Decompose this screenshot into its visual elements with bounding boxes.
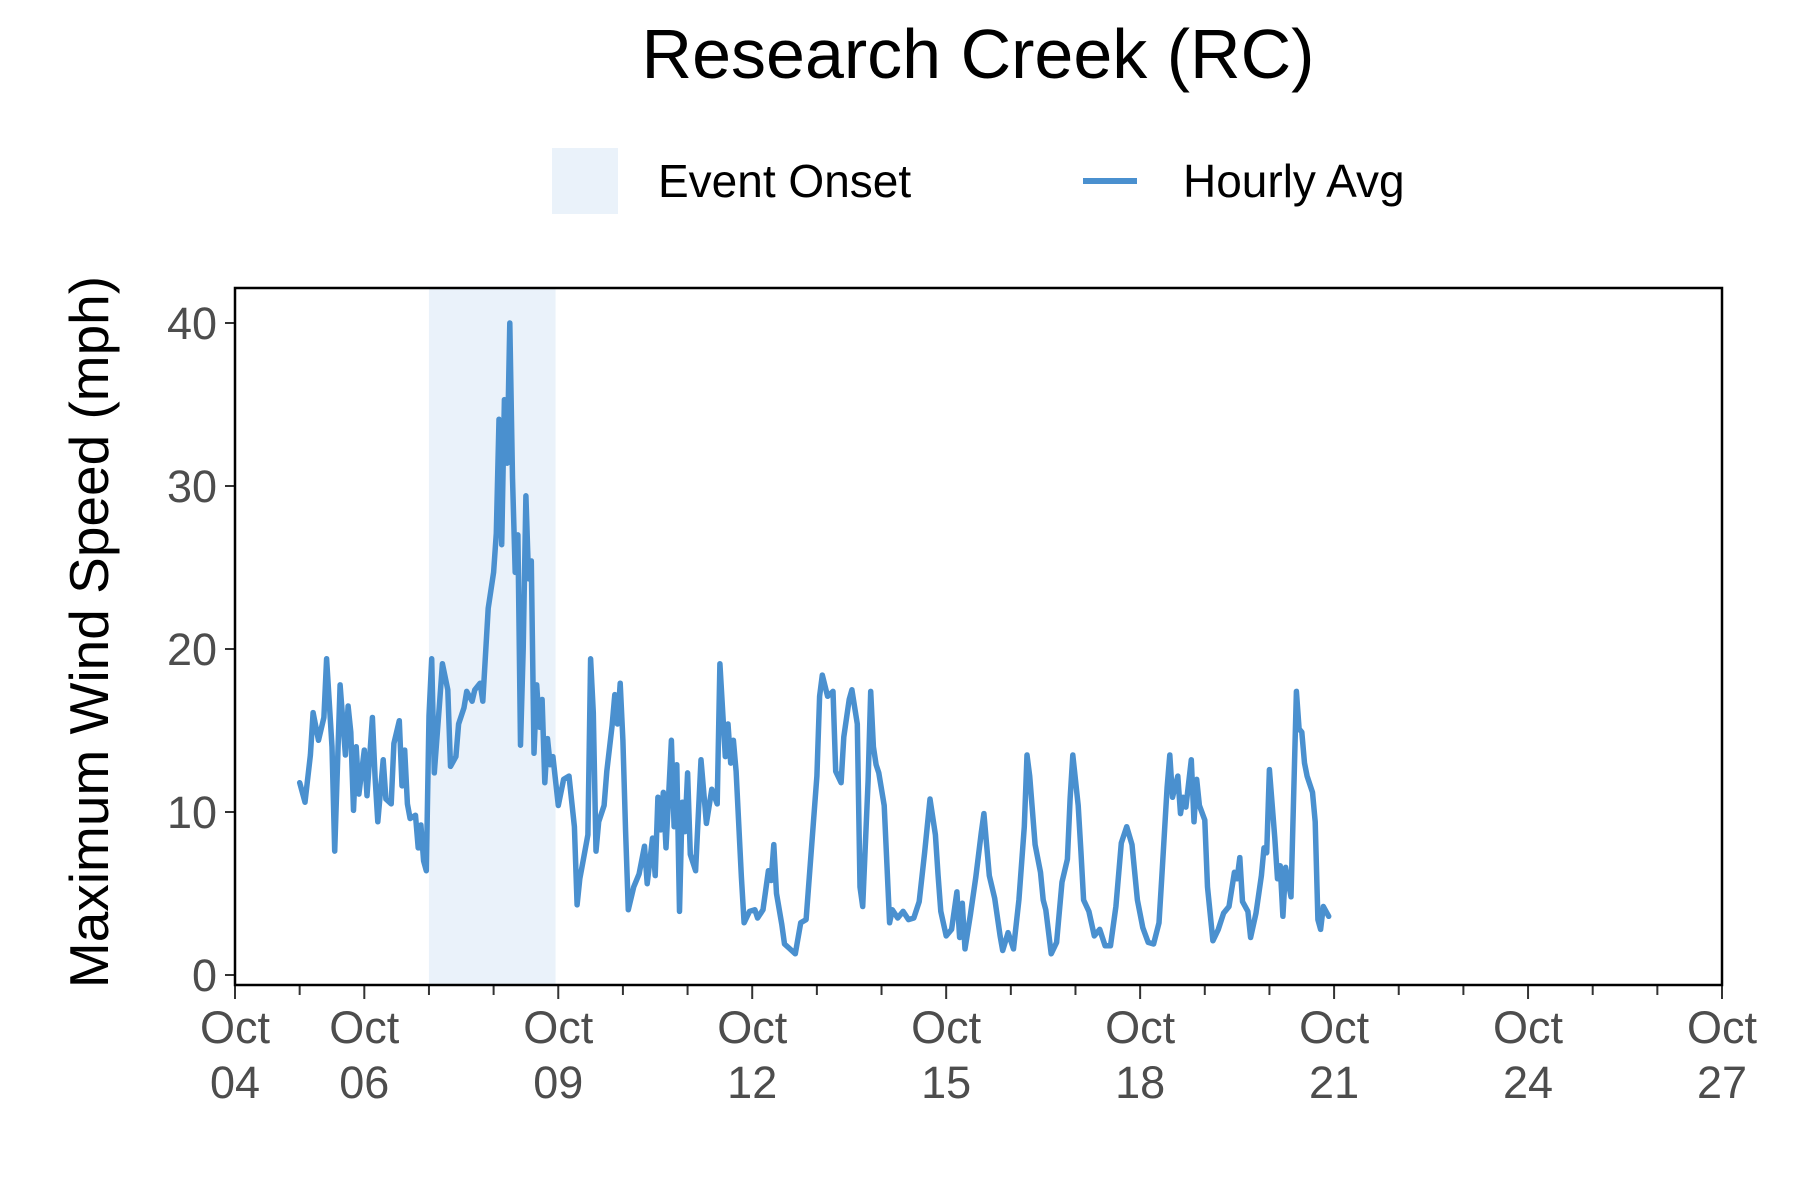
x-tick-label-month: Oct bbox=[1687, 1002, 1758, 1053]
x-tick-label-day: 15 bbox=[921, 1057, 971, 1108]
legend-event-onset-swatch bbox=[552, 148, 618, 214]
panel-border bbox=[233, 286, 1724, 987]
x-tick-label-month: Oct bbox=[200, 1002, 271, 1053]
series-line-hourly-avg bbox=[296, 320, 1332, 957]
x-tick-label-month: Oct bbox=[1493, 1002, 1564, 1053]
x-tick-label-month: Oct bbox=[523, 1002, 594, 1053]
x-tick-label-day: 04 bbox=[210, 1057, 260, 1108]
chart-title: Research Creek (RC) bbox=[642, 15, 1315, 93]
x-tick-label-month: Oct bbox=[329, 1002, 400, 1053]
y-tick-label: 30 bbox=[167, 461, 217, 512]
y-tick-label: 20 bbox=[167, 624, 217, 675]
y-axis-label: Maximum Wind Speed (mph) bbox=[58, 276, 120, 988]
x-tick-label-day: 18 bbox=[1115, 1057, 1165, 1108]
legend: Event Onset Hourly Avg bbox=[552, 148, 1405, 214]
x-tick-label-day: 09 bbox=[533, 1057, 583, 1108]
x-tick-label-month: Oct bbox=[1299, 1002, 1370, 1053]
y-tick-label: 40 bbox=[167, 298, 217, 349]
x-tick-label-month: Oct bbox=[911, 1002, 982, 1053]
x-tick-label-day: 24 bbox=[1503, 1057, 1553, 1108]
x-tick-label-day: 27 bbox=[1697, 1057, 1747, 1108]
legend-hourly-avg-label: Hourly Avg bbox=[1183, 155, 1405, 207]
y-tick-label: 10 bbox=[167, 787, 217, 838]
legend-event-onset-label: Event Onset bbox=[658, 155, 911, 207]
x-tick-label-day: 21 bbox=[1309, 1057, 1359, 1108]
x-tick-label-day: 12 bbox=[727, 1057, 777, 1108]
x-tick-label-day: 06 bbox=[339, 1057, 389, 1108]
event-onset-band bbox=[428, 288, 556, 985]
y-tick-label: 0 bbox=[192, 950, 217, 1001]
x-tick-label-month: Oct bbox=[1105, 1002, 1176, 1053]
plot-area: 010203040Oct04Oct06Oct09Oct12Oct15Oct18O… bbox=[167, 286, 1758, 1108]
x-tick-label-month: Oct bbox=[717, 1002, 788, 1053]
